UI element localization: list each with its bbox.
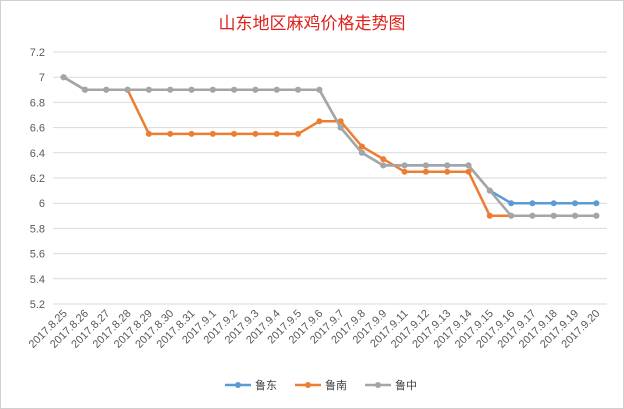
- data-point: [103, 86, 110, 93]
- data-point: [358, 143, 365, 150]
- series-2: [60, 74, 600, 219]
- data-point: [444, 168, 451, 175]
- data-point: [209, 86, 216, 93]
- data-point: [465, 162, 472, 169]
- data-point: [188, 86, 195, 93]
- y-tick-label: 5.6: [30, 249, 45, 261]
- data-point: [550, 212, 557, 219]
- legend-swatch-marker: [235, 382, 241, 388]
- series-1: [60, 74, 600, 207]
- data-point: [295, 86, 302, 93]
- data-point: [316, 118, 323, 125]
- data-point: [401, 168, 408, 175]
- series-3: [60, 74, 600, 219]
- data-point: [422, 168, 429, 175]
- data-point: [188, 130, 195, 137]
- series-line: [63, 76, 597, 218]
- series-line: [63, 76, 597, 205]
- data-point: [529, 200, 536, 207]
- data-point: [337, 124, 344, 131]
- data-point: [81, 86, 88, 93]
- data-point: [380, 162, 387, 169]
- y-tick-label: 5.2: [30, 299, 45, 311]
- y-tick-label: 6.6: [30, 123, 45, 135]
- data-point: [145, 130, 152, 137]
- y-tick-label: 7: [39, 72, 45, 84]
- data-point: [231, 130, 238, 137]
- data-point: [550, 200, 557, 207]
- y-tick-label: 5.8: [30, 223, 45, 235]
- data-point: [486, 212, 493, 219]
- data-point: [486, 187, 493, 194]
- legend-swatch-marker: [375, 382, 381, 388]
- data-point: [273, 86, 280, 93]
- data-point: [316, 86, 323, 93]
- y-tick-label: 6.8: [30, 97, 45, 109]
- data-point: [380, 156, 387, 163]
- data-point: [508, 200, 515, 207]
- series-line: [63, 76, 597, 218]
- legend: 鲁东 鲁南 鲁中: [225, 378, 417, 392]
- data-point: [252, 86, 259, 93]
- data-point: [252, 130, 259, 137]
- data-point: [401, 162, 408, 169]
- legend-label: 鲁中: [395, 378, 417, 392]
- y-tick-label: 6.2: [30, 173, 45, 185]
- data-point: [167, 86, 174, 93]
- data-point: [508, 212, 515, 219]
- y-axis-ticks: 7.2 7 6.8 6.6 6.4 6.2 6 5.8 5.6 5.4 5.2: [30, 47, 45, 311]
- y-tick-label: 6: [39, 198, 45, 210]
- data-point: [273, 130, 280, 137]
- data-point: [295, 130, 302, 137]
- data-point: [529, 212, 536, 219]
- y-tick-label: 6.4: [30, 148, 45, 160]
- legend-label: 鲁东: [255, 378, 277, 392]
- data-point: [444, 162, 451, 169]
- data-point: [593, 212, 600, 219]
- data-point: [167, 130, 174, 137]
- legend-swatch-marker: [305, 382, 311, 388]
- data-point: [572, 212, 579, 219]
- x-axis-ticks: 2017.8.252017.8.262017.8.272017.8.282017…: [27, 308, 603, 351]
- data-point: [358, 149, 365, 156]
- y-tick-label: 5.4: [30, 274, 45, 286]
- chart-title: 山东地区麻鸡价格走势图: [219, 14, 406, 34]
- data-point: [593, 200, 600, 207]
- y-tick-label: 7.2: [30, 47, 45, 59]
- data-point: [572, 200, 579, 207]
- legend-label: 鲁南: [325, 378, 347, 392]
- data-point: [124, 86, 131, 93]
- series-lines: [60, 74, 600, 219]
- data-point: [209, 130, 216, 137]
- grid-lines: [53, 51, 607, 305]
- data-point: [60, 74, 67, 81]
- data-point: [465, 168, 472, 175]
- data-point: [231, 86, 238, 93]
- data-point: [145, 86, 152, 93]
- data-point: [422, 162, 429, 169]
